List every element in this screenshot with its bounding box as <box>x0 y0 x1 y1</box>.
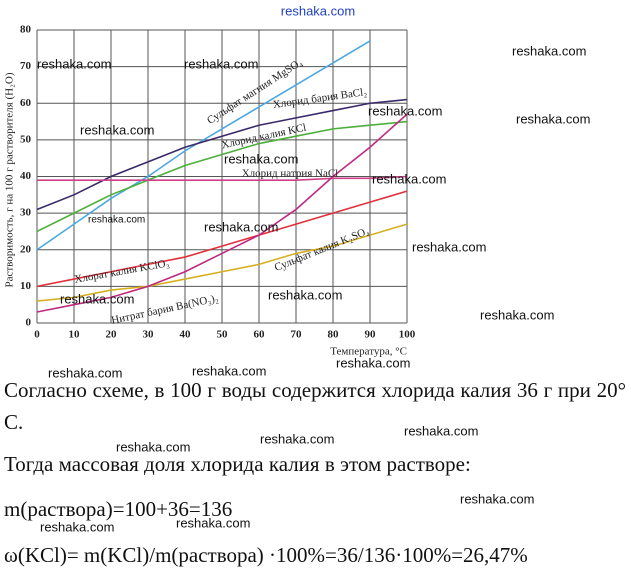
watermark: reshaka.com <box>512 43 586 58</box>
watermark: reshaka.com <box>60 291 134 306</box>
x-axis-label: Температура, °С <box>330 346 407 358</box>
series-line <box>36 98 408 211</box>
watermark: reshaka.com <box>260 431 334 446</box>
watermark: reshaka.com <box>116 439 190 454</box>
watermark: reshaka.com <box>372 171 446 186</box>
watermark: reshaka.com <box>336 355 410 370</box>
x-tick-label: 50 <box>217 329 229 341</box>
x-tick-label: 100 <box>399 329 416 341</box>
x-tick-label: 80 <box>328 329 340 341</box>
watermark: reshaka.com <box>192 363 266 378</box>
series-line <box>36 120 408 233</box>
watermark: reshaka.com <box>368 103 442 118</box>
paragraph: Согласно схеме, в 100 г воды содержится … <box>4 378 626 434</box>
paragraph: Тогда массовая доля хлорида калия в этом… <box>4 452 471 476</box>
watermark: reshaka.com <box>80 122 154 137</box>
y-tick-label: 50 <box>20 133 32 145</box>
y-tick-label: 40 <box>20 170 32 182</box>
formula: ω(KCl)= m(KCl)/m(раствора) ·100%=36/136·… <box>4 543 528 567</box>
y-tick-label: 80 <box>20 24 32 36</box>
x-tick-label: 20 <box>106 329 118 341</box>
y-tick-label: 0 <box>26 317 32 329</box>
watermark: reshaka.com <box>48 365 122 380</box>
x-tick-label: 10 <box>69 329 81 341</box>
series-line <box>37 175 408 181</box>
series-line <box>36 190 408 288</box>
series-line <box>36 223 408 302</box>
x-tick-label: 30 <box>143 329 155 341</box>
watermark: reshaka.com <box>412 239 486 254</box>
watermark: reshaka.com <box>404 423 478 438</box>
y-axis-label: Растворимость, г на 100 г растворителя (… <box>4 72 16 287</box>
y-tick-label: 10 <box>20 280 32 292</box>
y-tick-label: 20 <box>20 243 32 255</box>
x-tick-label: 40 <box>180 329 192 341</box>
watermark: reshaka.com <box>37 56 111 71</box>
x-tick-label: 70 <box>291 329 303 341</box>
curve-label: Хлорид натрия NaCl <box>242 168 339 180</box>
series-line <box>36 113 408 313</box>
series-line <box>36 40 371 251</box>
watermark: reshaka.com <box>460 491 534 506</box>
watermark: reshaka.com <box>184 56 258 71</box>
y-tick-label: 70 <box>20 60 32 72</box>
watermark: reshaka.com <box>281 3 355 18</box>
watermark: reshaka.com <box>204 219 278 234</box>
x-tick-label: 0 <box>34 329 40 341</box>
y-tick-label: 60 <box>20 97 32 109</box>
x-tick-label: 60 <box>254 329 266 341</box>
watermark: reshaka.com <box>40 519 114 534</box>
watermark: reshaka.com <box>516 111 590 126</box>
watermark: reshaka.com <box>268 287 342 302</box>
curve-label: Хлорат калия KClO₃ <box>74 257 171 286</box>
y-tick-label: 30 <box>20 207 32 219</box>
x-tick-label: 90 <box>365 329 377 341</box>
formula: m(раствора)=100+36=136 <box>4 497 233 521</box>
watermark: reshaka.com <box>224 151 298 166</box>
watermark: reshaka.com <box>88 215 145 226</box>
watermark: reshaka.com <box>480 307 554 322</box>
watermark: reshaka.com <box>176 515 250 530</box>
